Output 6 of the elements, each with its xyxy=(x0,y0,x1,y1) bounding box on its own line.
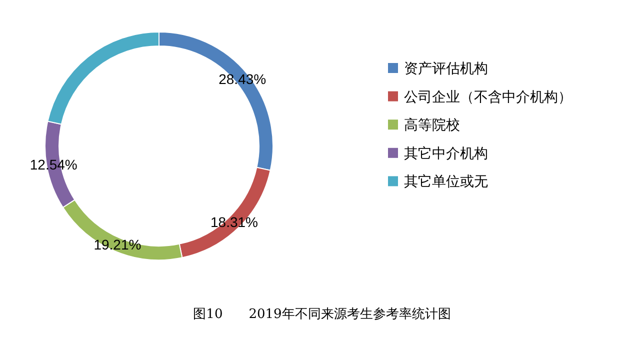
legend-label: 其它单位或无 xyxy=(404,173,488,190)
legend-label: 高等院校 xyxy=(404,116,460,133)
legend-label: 其它中介机构 xyxy=(404,144,488,161)
legend-label: 资产评估机构 xyxy=(404,60,488,76)
text: 图10 2019年不同来源考生参考率统计图 xyxy=(193,306,451,322)
legend-label: 公司企业（不含中介机构） xyxy=(404,88,572,104)
